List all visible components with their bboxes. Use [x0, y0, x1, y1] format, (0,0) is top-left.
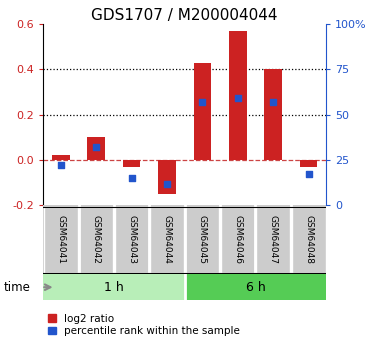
Text: GSM64044: GSM64044: [162, 215, 171, 264]
Bar: [43, 274, 184, 300]
FancyBboxPatch shape: [150, 207, 184, 273]
Bar: [194, 63, 211, 160]
Point: [58, 162, 64, 168]
FancyBboxPatch shape: [256, 207, 290, 273]
Point: [200, 99, 206, 105]
Text: time: time: [4, 281, 31, 294]
Point: [270, 99, 276, 105]
Text: GSM64043: GSM64043: [127, 215, 136, 264]
FancyBboxPatch shape: [185, 207, 219, 273]
Bar: [87, 137, 105, 160]
Point: [129, 175, 135, 181]
Point: [235, 96, 241, 101]
Title: GDS1707 / M200004044: GDS1707 / M200004044: [92, 8, 278, 23]
Text: GSM64041: GSM64041: [56, 215, 65, 264]
Bar: [184, 274, 326, 300]
FancyBboxPatch shape: [221, 207, 255, 273]
Legend: log2 ratio, percentile rank within the sample: log2 ratio, percentile rank within the s…: [48, 314, 240, 336]
Text: GSM64046: GSM64046: [233, 215, 242, 264]
FancyBboxPatch shape: [292, 207, 326, 273]
Text: GSM64048: GSM64048: [304, 215, 313, 264]
Point: [93, 145, 99, 150]
Text: 1 h: 1 h: [104, 281, 124, 294]
Bar: [123, 160, 141, 167]
Text: GSM64047: GSM64047: [268, 215, 278, 264]
Text: GSM64042: GSM64042: [92, 215, 101, 264]
Bar: [300, 160, 317, 167]
FancyBboxPatch shape: [44, 207, 78, 273]
Text: GSM64045: GSM64045: [198, 215, 207, 264]
FancyBboxPatch shape: [79, 207, 113, 273]
Point: [164, 181, 170, 186]
Bar: [264, 69, 282, 160]
FancyBboxPatch shape: [115, 207, 148, 273]
Bar: [52, 156, 70, 160]
Bar: [158, 160, 176, 194]
Point: [306, 172, 312, 177]
Bar: [229, 31, 247, 160]
Text: 6 h: 6 h: [246, 281, 266, 294]
